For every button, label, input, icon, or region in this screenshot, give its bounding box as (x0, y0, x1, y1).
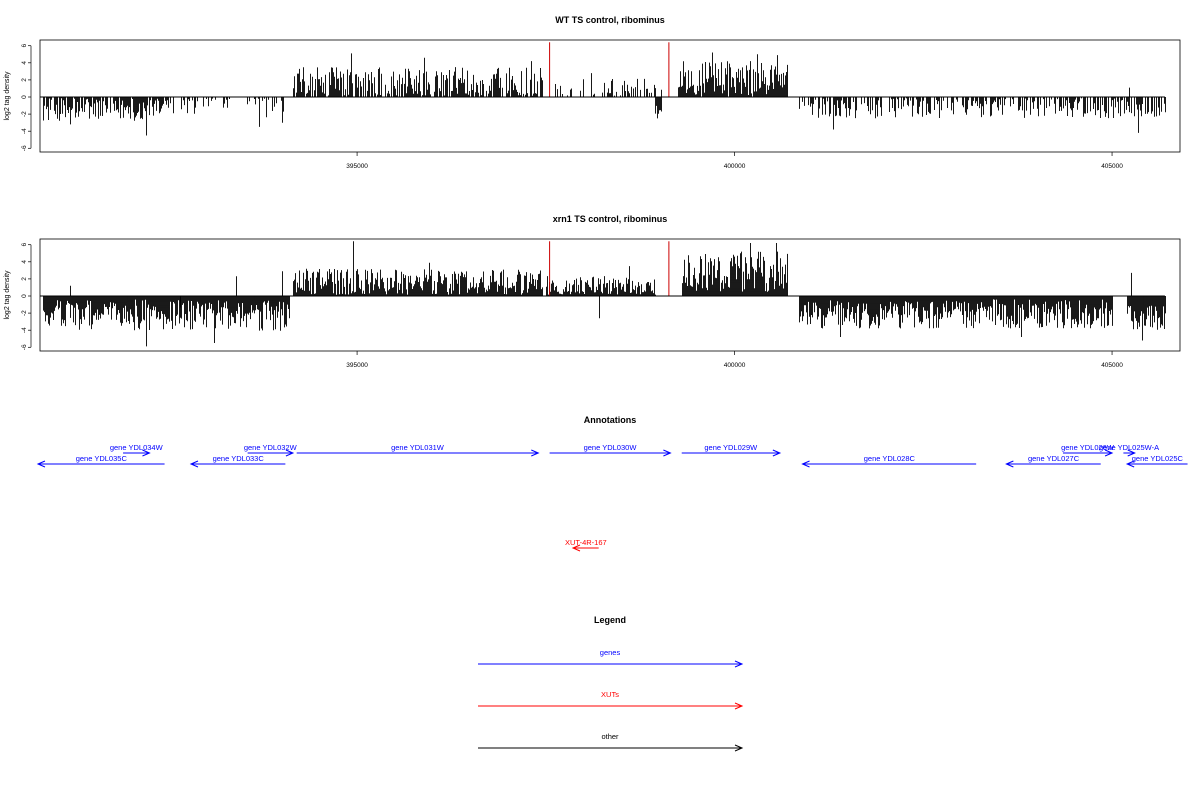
legend-label: XUTs (601, 690, 619, 699)
legend-item: genes (478, 648, 742, 667)
legend-panel: Legend genes XUTs other (478, 615, 742, 751)
annotation-feature: gene YDL027C (1006, 454, 1100, 467)
feature-label: gene YDL029W (704, 443, 758, 452)
feature-label: gene YDL034W (110, 443, 164, 452)
annotation-features: gene YDL035C gene YDL034W gene YDL033C gene… (38, 443, 1188, 551)
y-axis-wt: -6 -4 -2 0 2 4 6 (21, 44, 31, 152)
feature-label: gene YDL035C (76, 454, 128, 463)
annotation-feature: gene YDL029W (682, 443, 780, 456)
feature-label: gene YDL028C (864, 454, 916, 463)
track-panel-wt: WT TS control, ribominus log2 tag densit… (4, 15, 1180, 170)
coverage-segment (294, 241, 543, 296)
annotation-feature: XUT-4R-167 (565, 538, 607, 551)
coverage-segment (547, 266, 656, 318)
x-axis-wt: 395000 400000 405000 (346, 152, 1123, 170)
feature-label: gene YDL027C (1028, 454, 1080, 463)
feature-label: gene YDL031W (391, 443, 445, 452)
coverage-segment (171, 97, 284, 127)
y-axis-xrn1: -6 -4 -2 0 2 4 6 (21, 243, 31, 351)
coverage-segment (656, 97, 662, 118)
coverage-segment (679, 53, 788, 98)
y-tick-label: 6 (21, 44, 28, 48)
feature-label: gene YDL025W-A (1099, 443, 1159, 452)
x-tick-label: 405000 (1101, 163, 1123, 170)
y-tick-label: -6 (21, 344, 28, 350)
feature-label: gene YDL030W (584, 443, 638, 452)
coverage-segment (683, 243, 788, 296)
coverage-segment (294, 53, 543, 97)
coverage-segment (44, 286, 181, 347)
plot-frame-xrn1 (40, 239, 1180, 351)
feature-label: gene YDL033C (213, 454, 265, 463)
annotation-feature: gene YDL031W (297, 443, 539, 456)
y-tick-label: -4 (21, 128, 28, 134)
x-axis-xrn1: 395000 400000 405000 (346, 351, 1123, 369)
coverage-segment (556, 73, 662, 97)
y-axis-label-wt: log2 tag density (4, 71, 11, 121)
legend-item: XUTs (478, 690, 742, 709)
track-title-xrn1: xrn1 TS control, ribominus (553, 214, 668, 224)
coverage-segment (44, 97, 169, 136)
y-tick-label: 2 (21, 78, 28, 82)
track-panel-xrn1: xrn1 TS control, ribominus log2 tag dens… (4, 214, 1180, 369)
y-tick-label: 0 (21, 95, 28, 99)
legend-items: genes XUTs other (478, 648, 742, 751)
annotation-feature: gene YDL028C (803, 454, 977, 467)
feature-label: XUT-4R-167 (565, 538, 607, 547)
y-tick-label: 2 (21, 277, 28, 281)
y-tick-label: -4 (21, 327, 28, 333)
coverage-segment (181, 271, 290, 343)
annotation-feature: gene YDL033C (191, 454, 285, 467)
annotations-title: Annotations (584, 415, 637, 425)
x-tick-label: 395000 (346, 163, 368, 170)
y-tick-label: -2 (21, 310, 28, 316)
y-tick-label: 6 (21, 243, 28, 247)
legend-label: genes (600, 648, 621, 657)
y-tick-label: 0 (21, 294, 28, 298)
legend-item: other (478, 732, 742, 751)
annotation-feature: gene YDL035C (38, 454, 165, 467)
y-tick-label: 4 (21, 61, 28, 65)
coverage-segment (800, 88, 1166, 133)
coverage-bars-xrn1 (44, 241, 1166, 346)
x-tick-label: 405000 (1101, 362, 1123, 369)
annotation-feature: gene YDL030W (550, 443, 671, 456)
highlight-lines-wt (550, 42, 669, 97)
y-axis-label-xrn1: log2 tag density (4, 270, 11, 320)
legend-label: other (601, 732, 619, 741)
coverage-segment (1128, 273, 1166, 341)
coverage-bars-wt (44, 53, 1166, 136)
feature-label: gene YDL032W (244, 443, 298, 452)
y-tick-label: -2 (21, 111, 28, 117)
y-tick-label: -6 (21, 145, 28, 151)
legend-title: Legend (594, 615, 626, 625)
x-tick-label: 400000 (724, 163, 746, 170)
feature-label: gene YDL025C (1132, 454, 1184, 463)
y-tick-label: 4 (21, 260, 28, 264)
x-tick-label: 400000 (724, 362, 746, 369)
plot-frame-wt (40, 40, 1180, 152)
annotation-feature: gene YDL025C (1127, 454, 1187, 467)
coverage-segment (800, 296, 1113, 337)
track-title-wt: WT TS control, ribominus (555, 15, 665, 25)
x-tick-label: 395000 (346, 362, 368, 369)
